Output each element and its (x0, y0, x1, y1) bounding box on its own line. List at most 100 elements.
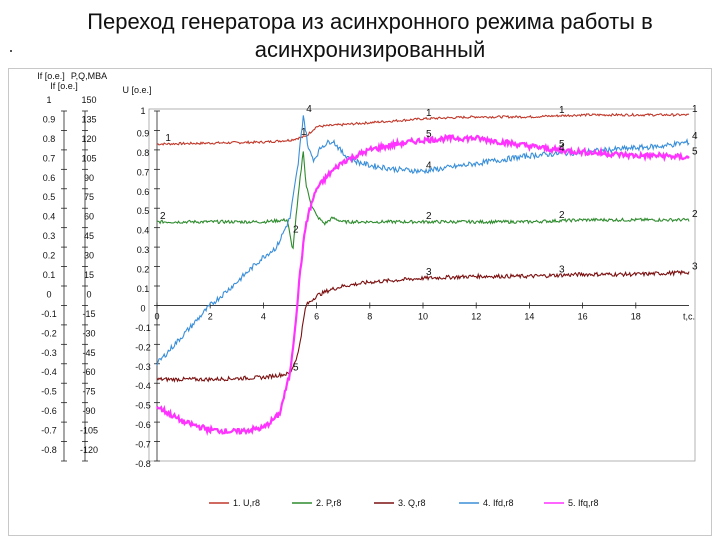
if-tick-label: -0.8 (41, 445, 57, 455)
x-axis-label: t,c. (683, 311, 695, 321)
pq-tick-label: -75 (82, 387, 95, 397)
slide-title: Переход генератора из асинхронного режим… (40, 8, 700, 64)
u-tick-label: -0.3 (135, 362, 151, 372)
series-1-marker: 1 (692, 104, 698, 115)
if-tick-label: -0.2 (41, 328, 57, 338)
slide-title-line-1: Переход генератора из асинхронного режим… (87, 9, 653, 34)
x-tick-label: 0 (154, 311, 159, 321)
if-tick-label: -0.5 (41, 387, 57, 397)
chart-frame: 1 150 1 0.9 135 0.9 0.8 120 0.8 0.7 105 0.7 0.6 90 0.6… (8, 68, 712, 536)
u-tick-label: 1 (140, 106, 145, 116)
series-line-5 (156, 133, 690, 436)
if-tick-label: -0.6 (41, 406, 57, 416)
series-4-marker: 4 (306, 104, 312, 115)
pq-tick-label: 60 (84, 212, 94, 222)
u-tick-label: -0.2 (135, 342, 151, 352)
series-1-marker: 1 (301, 127, 307, 138)
u-tick-label: 0.5 (137, 206, 150, 216)
pq-tick-label: -120 (80, 445, 98, 455)
series-5-marker: 5 (293, 363, 299, 374)
series-4-marker: 4 (559, 143, 565, 154)
pq-tick-label: 45 (84, 231, 94, 241)
bullet-dot (10, 50, 12, 52)
pq-tick-label: 120 (81, 134, 96, 144)
series-line-2 (156, 151, 690, 250)
u-tick-label: -0.1 (135, 323, 151, 333)
if-tick-label: 0.2 (43, 251, 56, 261)
series-2-marker: 2 (293, 224, 299, 235)
pq-tick-label: 105 (81, 153, 96, 163)
u-tick-label: 0.2 (137, 265, 150, 275)
series-3-marker: 3 (692, 261, 698, 272)
x-tick-label: 18 (631, 311, 641, 321)
u-tick-label: 0.8 (137, 148, 150, 158)
pq-tick-label: -45 (82, 348, 95, 358)
series-line-1 (156, 112, 690, 146)
u-tick-label: -0.5 (135, 401, 151, 411)
series-2-marker: 2 (426, 211, 432, 222)
u-tick-label: 0.6 (137, 187, 150, 197)
pq-tick-label: 90 (84, 173, 94, 183)
if-tick-label: 0.8 (43, 134, 56, 144)
if-tick-label: 1 (46, 95, 51, 105)
u-tick-label: 0.1 (137, 284, 150, 294)
series-3-marker: 3 (559, 264, 565, 275)
legend-label-5: 5. Ifq,r8 (568, 498, 599, 508)
u-tick-label: -0.7 (135, 440, 151, 450)
series-5-marker: 5 (559, 139, 565, 150)
pq-tick-label: 75 (84, 192, 94, 202)
if-tick-label: -0.1 (41, 309, 57, 319)
series-1-marker: 1 (559, 105, 565, 116)
series-1-marker: 1 (426, 108, 432, 119)
pq-tick-label: -60 (82, 367, 95, 377)
x-tick-label: 4 (261, 311, 266, 321)
series-4-marker: 4 (426, 160, 432, 171)
series-4-marker: 4 (692, 131, 698, 142)
left-axis-label-3: If [o.e.] (50, 81, 78, 91)
u-tick-label: 0 (140, 303, 145, 313)
if-tick-label: 0.6 (43, 173, 56, 183)
u-tick-label: 0.3 (137, 245, 150, 255)
series-2-marker: 2 (160, 211, 166, 222)
x-tick-label: 12 (471, 311, 481, 321)
x-tick-label: 16 (578, 311, 588, 321)
x-tick-label: 14 (524, 311, 534, 321)
pq-tick-label: -90 (82, 406, 95, 416)
legend-label-4: 4. Ifd,r8 (483, 498, 514, 508)
if-tick-label: -0.3 (41, 348, 57, 358)
legend-label-2: 2. P,r8 (316, 498, 341, 508)
series-5-marker: 5 (426, 129, 432, 140)
if-tick-label: -0.7 (41, 426, 57, 436)
pq-tick-label: -15 (82, 309, 95, 319)
if-tick-label: 0.9 (43, 114, 56, 124)
pq-tick-label: 15 (84, 270, 94, 280)
u-tick-label: 0.9 (137, 128, 150, 138)
pq-tick-label: 135 (81, 114, 96, 124)
series-2-marker: 2 (559, 210, 565, 221)
x-tick-label: 2 (208, 311, 213, 321)
series-3-marker: 3 (426, 267, 432, 278)
if-tick-label: -0.4 (41, 367, 57, 377)
u-tick-label: 0.7 (137, 167, 150, 177)
u-tick-label: -0.8 (135, 459, 151, 469)
pq-tick-label: 0 (86, 289, 91, 299)
x-tick-label: 10 (418, 311, 428, 321)
if-tick-label: 0.5 (43, 192, 56, 202)
slide-title-line-2: асинхронизированный (254, 37, 486, 62)
if-tick-label: 0 (46, 289, 51, 299)
series-line-3 (156, 269, 690, 383)
if-tick-label: 0.7 (43, 153, 56, 163)
if-tick-label: 0.4 (43, 212, 56, 222)
u-tick-label: 0.4 (137, 226, 150, 236)
x-tick-label: 6 (314, 311, 319, 321)
right-axis-label: U [o.e.] (122, 85, 151, 95)
left-axis-label-1: If [o.e.] (37, 71, 65, 81)
x-tick-label: 8 (367, 311, 372, 321)
u-tick-label: -0.6 (135, 420, 151, 430)
if-tick-label: 0.1 (43, 270, 56, 280)
if-tick-label: 0.3 (43, 231, 56, 241)
legend-label-3: 3. Q,r8 (398, 498, 426, 508)
series-5-marker: 5 (692, 147, 698, 158)
left-axis-label-2: P,Q,MBA (71, 71, 107, 81)
